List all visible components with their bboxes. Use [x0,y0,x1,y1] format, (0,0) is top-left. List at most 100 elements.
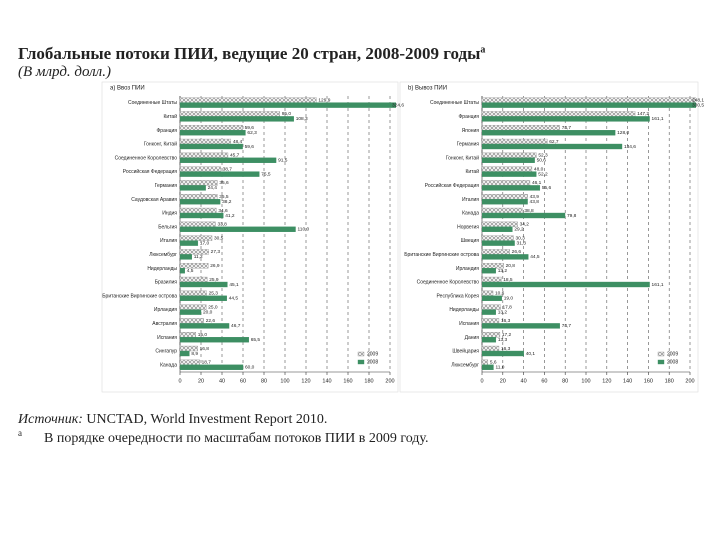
bar [180,276,208,283]
value-label: 45,1 [229,282,239,288]
bar [482,152,537,159]
value-label: 43,9 [530,194,540,200]
value-label: 41,2 [225,213,235,219]
bar [180,337,249,343]
bar [482,157,535,163]
chart-frame [399,81,699,393]
bar [180,254,192,260]
title-note: a [480,44,486,56]
value-label: 13,2 [498,268,508,274]
value-label: 91,5 [278,158,288,164]
x-tick-label: 100 [581,378,590,384]
value-label: 43,8 [530,199,540,205]
slide-title: Глобальные потоки ПИИ, ведущие 20 стран,… [18,44,485,64]
value-label: 29,2 [514,227,524,233]
value-label: 18,5 [503,277,513,283]
bar [180,249,209,255]
bar [482,180,531,186]
value-label: 5,6 [490,360,497,366]
bar [180,318,204,324]
category-label: Ирландия [456,266,479,272]
value-label: 129,9 [318,97,330,103]
bar [482,240,515,246]
bar [482,125,560,131]
bar [180,323,230,329]
value-label: 60,0 [245,365,255,371]
category-label: Люксембург [149,252,177,258]
category-label: Люксембург [451,362,479,368]
value-label: 16,8 [200,346,210,352]
value-label: 30,3 [516,235,526,241]
value-label: 31,3 [517,240,527,246]
source-label: Источник: [18,412,83,427]
value-label: 55,6 [542,185,552,191]
x-tick-label: 0 [480,378,483,384]
bar [482,337,497,343]
value-label: 25,9 [209,277,219,283]
bar [482,130,616,136]
bar [180,143,243,150]
bar [180,212,224,219]
value-label: 330,5 [692,102,704,108]
x-tick-label: 40 [219,378,225,384]
x-tick-label: 140 [623,378,632,384]
value-label: 45,7 [230,153,240,159]
bar [482,221,518,228]
category-label: Российская Федерация [425,182,480,189]
value-label: 20,8 [506,263,516,269]
x-tick-label: 200 [385,378,394,384]
bar [180,332,196,338]
category-label: Италия [160,238,177,244]
bar [180,199,221,205]
bar [180,180,218,186]
bar [482,254,529,260]
bar [180,138,232,145]
x-tick-label: 100 [280,378,289,384]
bar [482,143,623,150]
x-tick-label: 120 [301,378,310,384]
value-label: 25,0 [208,304,218,310]
bar [482,290,494,297]
category-label: Бельгия [158,224,177,230]
bar [482,295,502,301]
category-label: Сингапур [155,349,177,355]
bars [482,97,696,370]
bar [482,212,566,219]
category-label: Норвегия [457,224,479,230]
value-label: 95,0 [282,111,292,117]
category-label: Испания [157,335,177,341]
bar [482,332,501,338]
category-label: Швейцария [452,348,479,355]
value-label: 48,4 [233,139,243,145]
chart-frame [101,81,399,393]
value-label: 30,5 [214,235,224,241]
value-label: 44,5 [229,296,239,302]
value-label: 52,2 [538,171,548,177]
bar [482,207,523,214]
x-tick-label: 60 [240,378,246,384]
bar [180,194,218,200]
value-label: 59,6 [245,125,255,131]
bar [180,221,216,228]
category-label: Нидерланды [147,266,177,272]
bar [482,199,528,205]
category-label: Республика Корея [437,293,480,299]
value-label: 24,4 [208,185,218,191]
category-label: Индия [162,211,177,217]
bar [482,350,524,357]
bar [482,268,496,274]
bar [180,125,243,131]
bar [482,97,696,103]
category-label: Соединенные Штаты [128,100,177,106]
value-label: 48,0 [534,166,544,172]
legend-swatch [657,359,665,365]
category-label: Франция [459,114,480,120]
bar [180,240,199,246]
legend-label: 2008 [667,359,678,365]
value-label: 75,5 [261,171,271,177]
category-label: Соединенное Королевство [115,155,178,161]
value-label: 40,1 [526,351,536,357]
footnote-marker: a [18,428,22,438]
x-tick-label: 0 [178,378,181,384]
